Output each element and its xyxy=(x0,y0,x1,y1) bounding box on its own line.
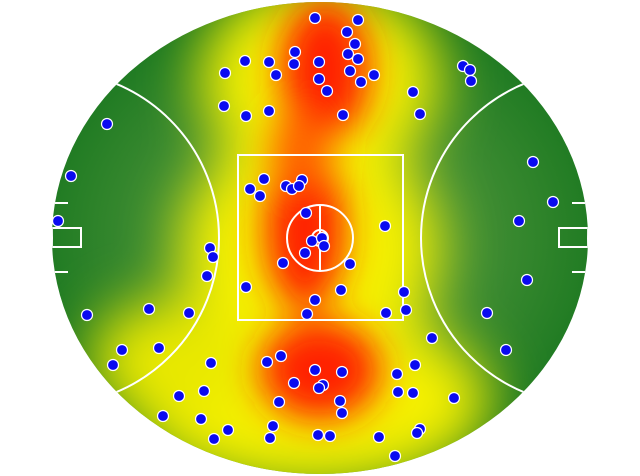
point xyxy=(262,104,276,118)
point xyxy=(323,429,337,443)
point xyxy=(378,219,392,233)
point xyxy=(354,75,368,89)
point xyxy=(156,409,170,423)
point xyxy=(425,331,439,345)
point xyxy=(388,449,402,463)
point xyxy=(197,384,211,398)
point xyxy=(408,358,422,372)
point xyxy=(269,68,283,82)
point xyxy=(520,273,534,287)
point xyxy=(253,189,267,203)
point xyxy=(276,256,290,270)
point xyxy=(194,412,208,426)
point xyxy=(351,13,365,27)
point xyxy=(106,358,120,372)
point xyxy=(372,430,386,444)
point xyxy=(80,308,94,322)
point xyxy=(115,343,129,357)
point xyxy=(288,45,302,59)
point xyxy=(274,349,288,363)
point xyxy=(335,406,349,420)
point xyxy=(397,285,411,299)
point xyxy=(312,381,326,395)
point xyxy=(391,385,405,399)
point xyxy=(340,25,354,39)
point xyxy=(463,63,477,77)
point xyxy=(260,355,274,369)
point xyxy=(480,306,494,320)
point xyxy=(308,11,322,25)
point xyxy=(312,72,326,86)
point xyxy=(410,426,424,440)
point xyxy=(343,257,357,271)
point xyxy=(64,169,78,183)
point xyxy=(308,363,322,377)
point xyxy=(207,432,221,446)
point xyxy=(100,117,114,131)
point xyxy=(367,68,381,82)
point xyxy=(51,214,65,228)
point xyxy=(406,386,420,400)
point xyxy=(221,423,235,437)
point xyxy=(218,66,232,80)
point xyxy=(526,155,540,169)
point xyxy=(206,250,220,264)
point xyxy=(379,306,393,320)
point xyxy=(287,57,301,71)
point xyxy=(299,206,313,220)
point xyxy=(499,343,513,357)
point xyxy=(239,280,253,294)
point xyxy=(447,391,461,405)
points xyxy=(51,11,560,463)
point xyxy=(312,55,326,69)
point xyxy=(243,182,257,196)
point xyxy=(239,109,253,123)
point xyxy=(142,302,156,316)
point xyxy=(300,307,314,321)
point xyxy=(200,269,214,283)
point xyxy=(152,341,166,355)
point xyxy=(399,303,413,317)
point xyxy=(257,172,271,186)
point xyxy=(292,179,306,193)
point xyxy=(262,55,276,69)
point xyxy=(413,107,427,121)
point xyxy=(406,85,420,99)
point xyxy=(320,84,334,98)
point xyxy=(272,395,286,409)
point xyxy=(217,99,231,113)
point xyxy=(334,283,348,297)
point xyxy=(348,37,362,51)
point xyxy=(238,54,252,68)
point xyxy=(464,74,478,88)
point xyxy=(336,108,350,122)
point xyxy=(351,52,365,66)
point xyxy=(512,214,526,228)
point xyxy=(343,64,357,78)
point xyxy=(308,293,322,307)
point xyxy=(266,419,280,433)
point xyxy=(546,195,560,209)
point xyxy=(317,239,331,253)
point xyxy=(335,365,349,379)
point xyxy=(287,376,301,390)
point xyxy=(305,234,319,248)
point xyxy=(333,394,347,408)
point xyxy=(172,389,186,403)
point xyxy=(390,367,404,381)
point xyxy=(311,428,325,442)
point xyxy=(182,306,196,320)
point xyxy=(298,246,312,260)
point xyxy=(341,47,355,61)
point xyxy=(263,431,277,445)
point xyxy=(204,356,218,370)
